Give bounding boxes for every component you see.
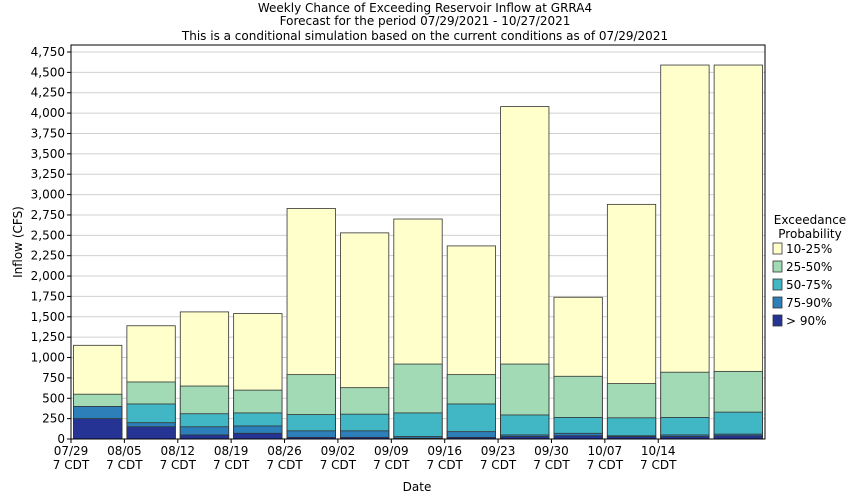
- x-tick-label: 10/07: [588, 444, 623, 458]
- bar-segment: [126, 426, 176, 440]
- y-tick-label: 3,000: [31, 188, 65, 202]
- x-tick-sublabel: 7 CDT: [640, 458, 677, 472]
- y-tick-label: 500: [42, 391, 65, 405]
- x-tick-label: 09/16: [427, 444, 462, 458]
- legend-label: 25-50%: [786, 260, 832, 274]
- legend-title-line2: Probability: [778, 227, 841, 241]
- legend-swatch: [772, 314, 783, 327]
- y-tick-label: 1,000: [31, 351, 65, 365]
- x-tick-sublabel: 7 CDT: [106, 458, 143, 472]
- x-axis-label: Date: [403, 480, 432, 494]
- x-tick-sublabel: 7 CDT: [533, 458, 570, 472]
- bar-group: [606, 203, 657, 440]
- y-tick-label: 2,250: [31, 249, 65, 263]
- x-tick-label: 08/26: [267, 444, 302, 458]
- y-tick-label: 0: [57, 432, 65, 446]
- legend-swatch: [772, 296, 783, 309]
- legend-label: 10-25%: [786, 242, 832, 256]
- y-tick-label: 3,250: [31, 167, 65, 181]
- x-tick-sublabel: 7 CDT: [426, 458, 463, 472]
- bar-group: [126, 325, 176, 440]
- chart-subtitle-1: Forecast for the period 07/29/2021 - 10/…: [280, 14, 571, 28]
- y-tick-label: 750: [42, 371, 65, 385]
- x-tick-label: 08/05: [107, 444, 142, 458]
- bar-group: [286, 208, 336, 440]
- legend-swatch: [772, 242, 783, 255]
- x-tick-label: 09/09: [374, 444, 409, 458]
- x-tick-sublabel: 7 CDT: [480, 458, 517, 472]
- bar-group: [73, 344, 123, 440]
- y-tick-label: 250: [42, 412, 65, 426]
- y-tick-label: 2,750: [31, 208, 65, 222]
- x-tick-sublabel: 7 CDT: [373, 458, 410, 472]
- x-tick-label: 08/19: [214, 444, 249, 458]
- y-tick-label: 1,750: [31, 289, 65, 303]
- legend-swatch: [772, 260, 783, 273]
- bar-segment: [233, 432, 283, 440]
- y-tick-label: 4,500: [31, 65, 65, 79]
- x-tick-label: 09/02: [321, 444, 356, 458]
- bar-group: [340, 232, 390, 440]
- bar-segment: [179, 434, 230, 440]
- bar-groups: [73, 64, 763, 440]
- y-tick-label: 1,250: [31, 330, 65, 344]
- x-tick-label: 09/23: [481, 444, 516, 458]
- y-tick-label: 4,750: [31, 45, 65, 59]
- legend: Exceedance Probability 10-25% 25-50% 50-75…: [772, 213, 846, 328]
- bar-group: [500, 106, 550, 440]
- bar-group: [446, 245, 496, 440]
- y-tick-label: 3,750: [31, 126, 65, 140]
- y-tick-label: 1,500: [31, 310, 65, 324]
- y-tick-label: 2,500: [31, 228, 65, 242]
- plot-frame: [70, 44, 766, 440]
- bar-group: [393, 218, 443, 440]
- y-tick-label: 3,500: [31, 147, 65, 161]
- x-tick-sublabel: 7 CDT: [587, 458, 624, 472]
- x-tick-label: 08/12: [160, 444, 195, 458]
- x-tick-sublabel: 7 CDT: [160, 458, 197, 472]
- y-axis: 0 250 500 750 1,000 1,250 1,500 1,750 2,000 2,250…: [31, 45, 71, 446]
- chart-title: Weekly Chance of Exceeding Reservoir Inf…: [258, 1, 592, 15]
- x-tick-sublabel: 7 CDT: [213, 458, 250, 472]
- y-tick-label: 4,250: [31, 86, 65, 100]
- legend-swatch: [772, 278, 783, 291]
- bar-segment: [73, 418, 123, 440]
- x-tick-label: 09/30: [534, 444, 569, 458]
- bar-group: [713, 64, 763, 440]
- x-tick-sublabel: 7 CDT: [320, 458, 357, 472]
- y-tick-label: 4,000: [31, 106, 65, 120]
- legend-title-line1: Exceedance: [774, 213, 846, 227]
- bar-group: [179, 311, 230, 440]
- y-tick-label: 2,000: [31, 269, 65, 283]
- x-tick-label: 07/29: [54, 444, 89, 458]
- y-axis-label: Inflow (CFS): [11, 206, 25, 278]
- legend-label: 50-75%: [786, 278, 832, 292]
- bar-group: [553, 296, 603, 440]
- legend-label: > 90%: [786, 314, 827, 328]
- legend-label: 75-90%: [786, 296, 832, 310]
- bar-group: [233, 313, 283, 440]
- bar-segment: [393, 412, 443, 440]
- bar-group: [660, 64, 710, 440]
- chart-subtitle-2: This is a conditional simulation based o…: [181, 29, 668, 43]
- x-tick-label: 10/14: [641, 444, 676, 458]
- x-tick-sublabel: 7 CDT: [53, 458, 90, 472]
- x-tick-sublabel: 7 CDT: [266, 458, 303, 472]
